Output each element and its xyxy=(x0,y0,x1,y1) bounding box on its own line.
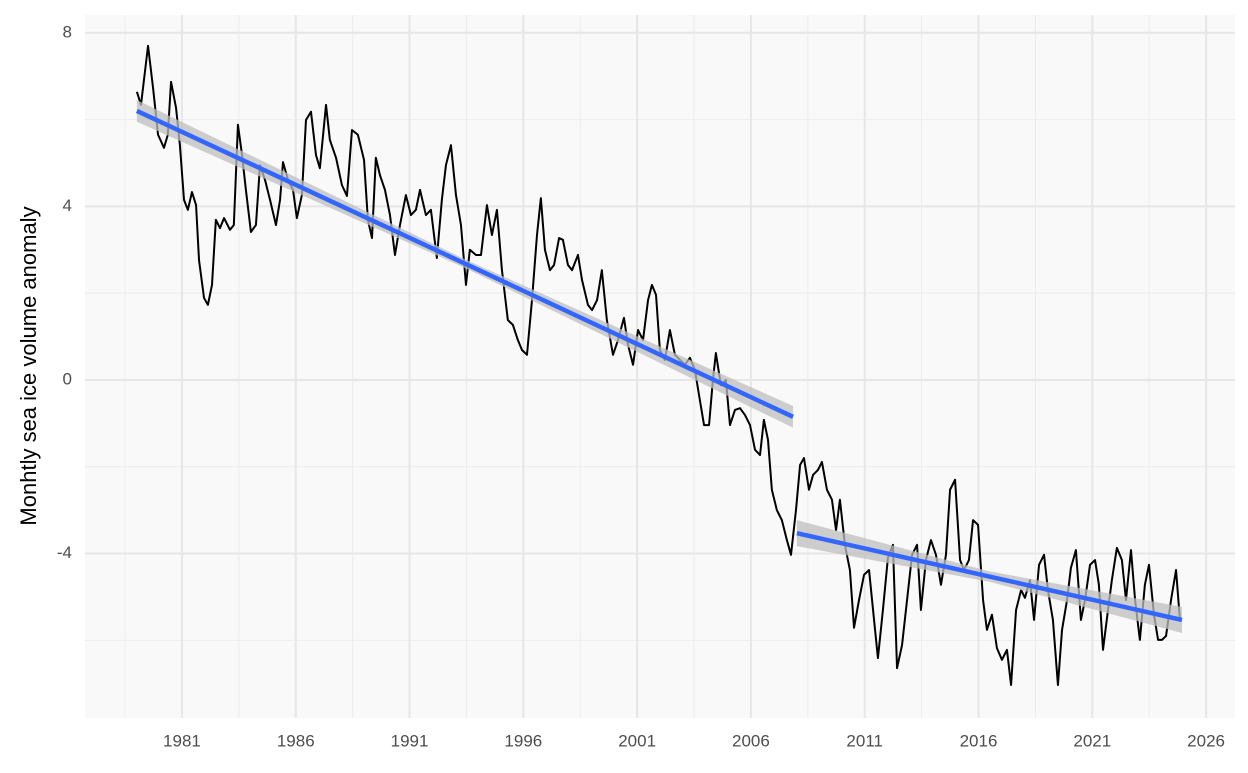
x-tick-label: 1991 xyxy=(391,731,429,750)
x-tick-label: 2026 xyxy=(1187,731,1225,750)
y-tick-label: 8 xyxy=(63,22,72,41)
y-tick-label: -4 xyxy=(57,543,72,562)
x-tick-label: 2021 xyxy=(1073,731,1111,750)
x-tick-label: 2016 xyxy=(960,731,998,750)
y-axis-title: Monhtly sea ice volume anomaly xyxy=(16,206,41,525)
trend-line xyxy=(135,108,794,419)
x-tick-label: 1996 xyxy=(504,731,542,750)
x-tick-label: 1981 xyxy=(163,731,201,750)
x-tick-label: 2006 xyxy=(732,731,770,750)
x-tick-label: 2011 xyxy=(846,731,883,750)
trend-line xyxy=(796,530,1183,623)
y-tick-label: 0 xyxy=(63,369,72,388)
x-tick-label: 1986 xyxy=(277,731,315,750)
y-tick-label: 4 xyxy=(63,196,72,215)
x-tick-label: 2001 xyxy=(618,731,656,750)
panel xyxy=(85,15,1235,718)
